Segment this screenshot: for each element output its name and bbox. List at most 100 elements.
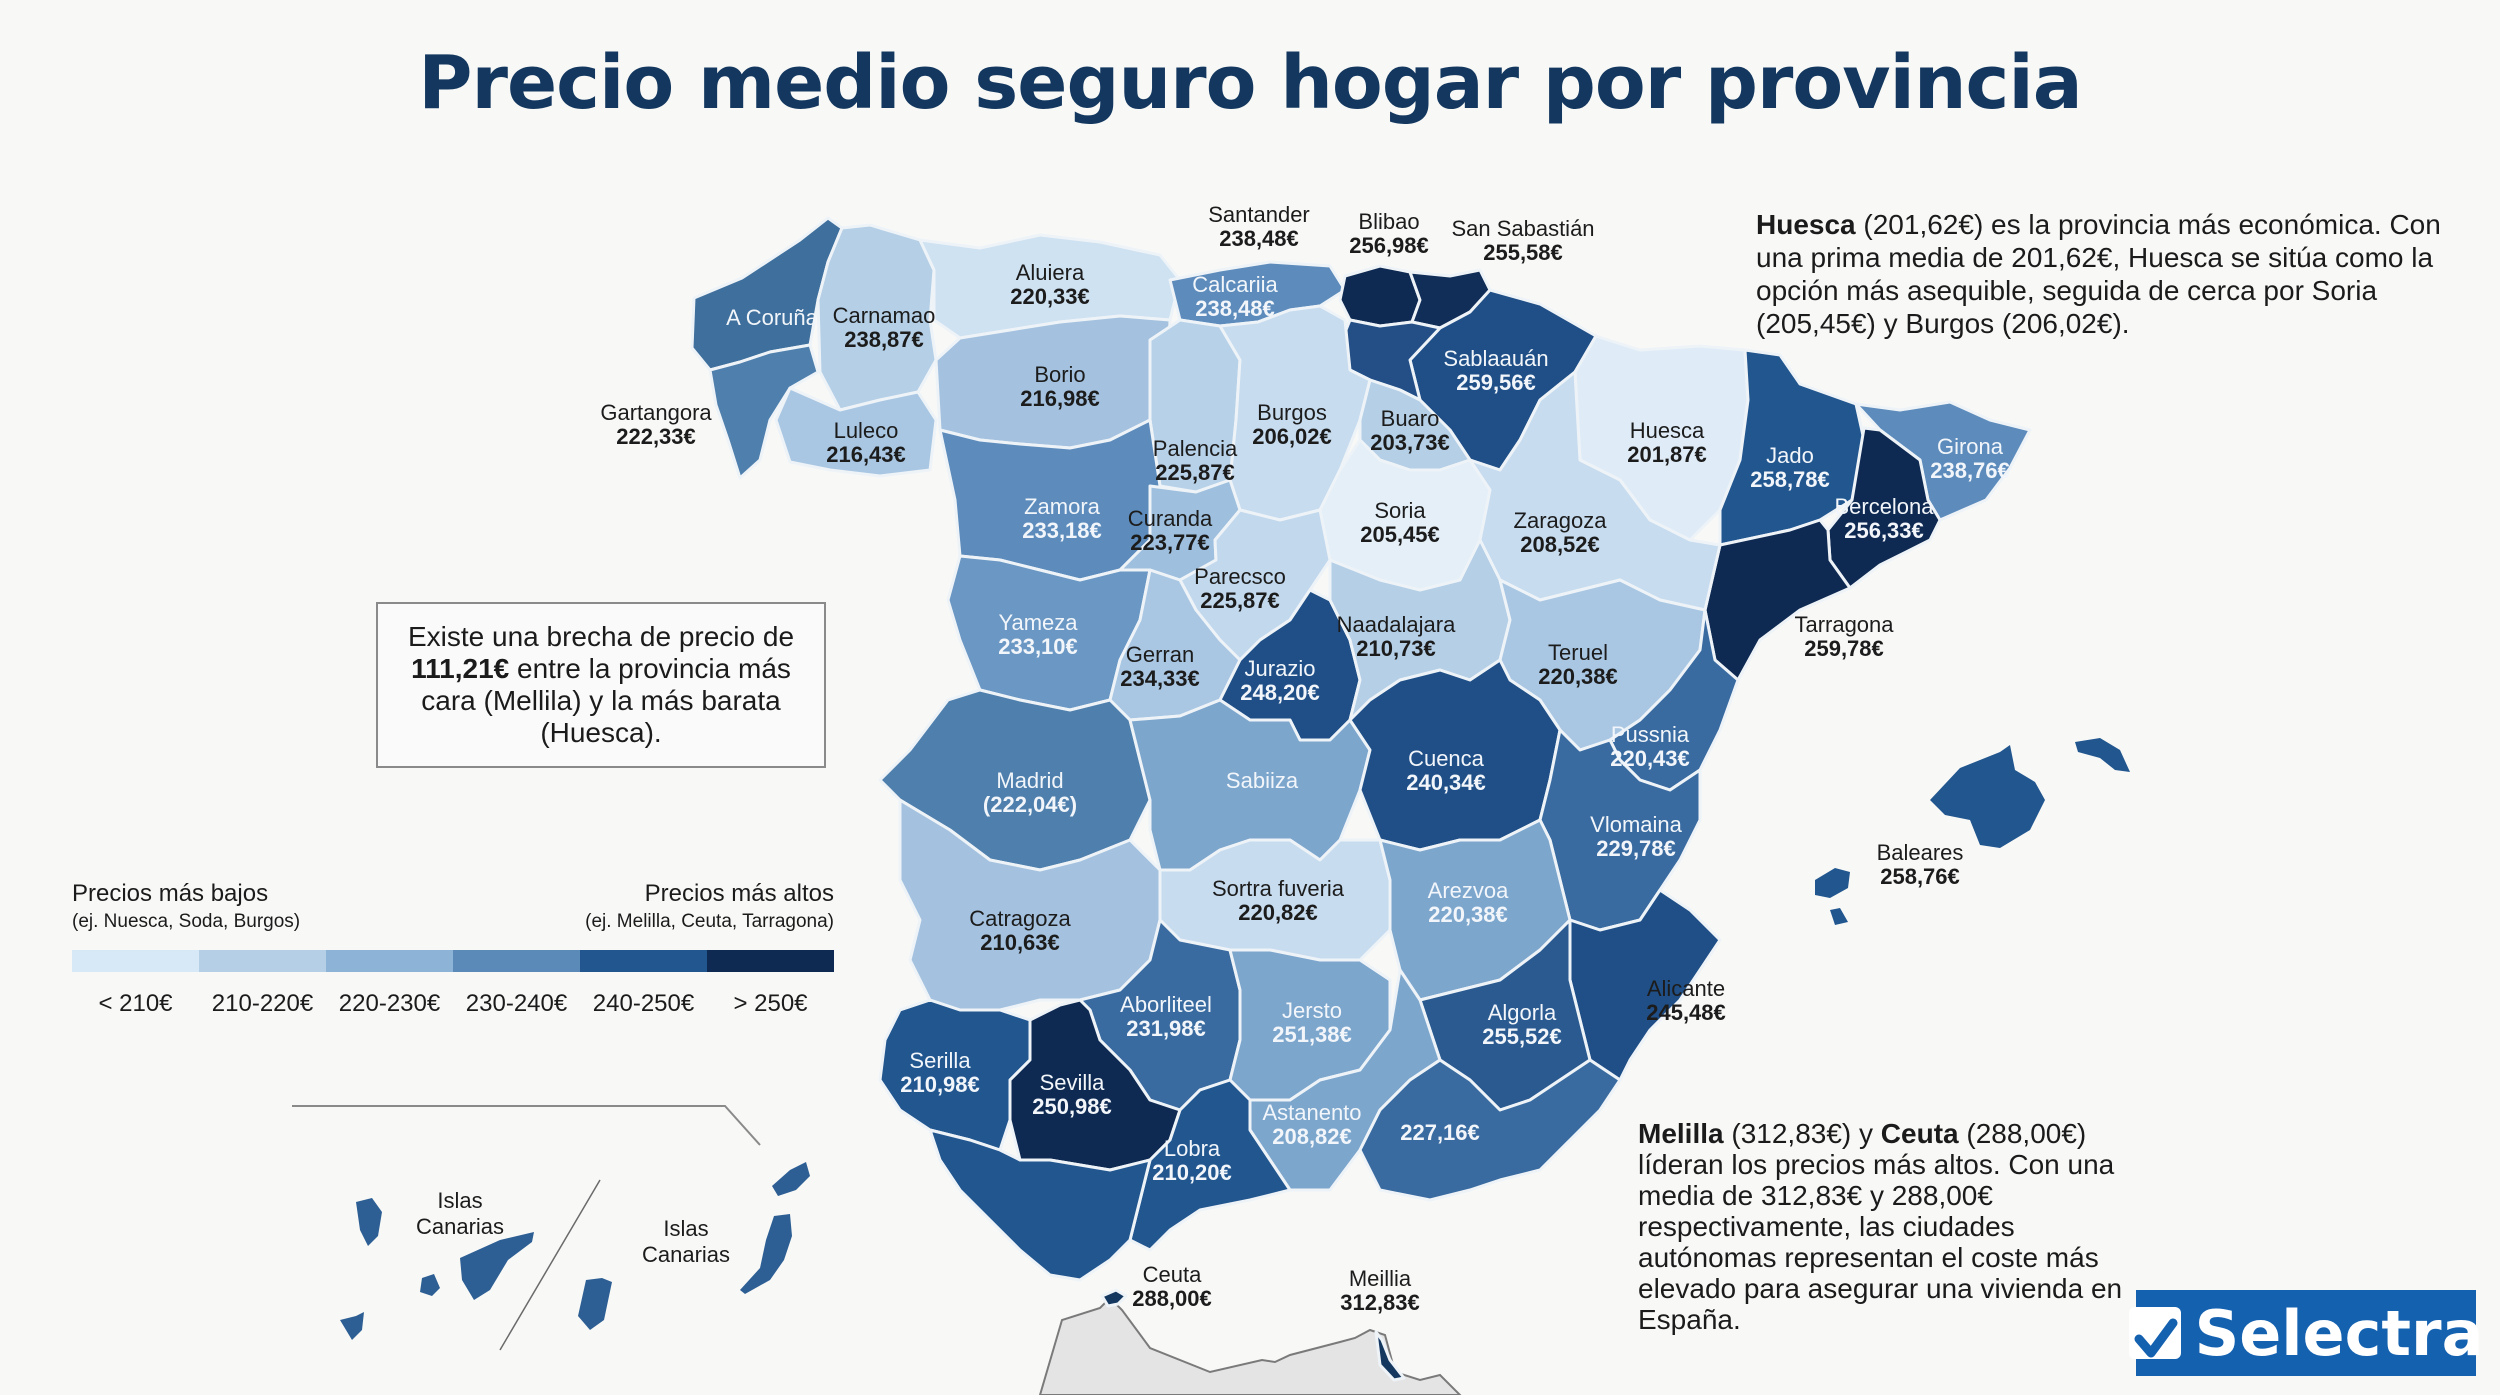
checkmark-icon bbox=[2128, 1307, 2181, 1359]
province-cadiz[interactable] bbox=[928, 1128, 1152, 1282]
legend-high-title: Precios más altos bbox=[644, 880, 834, 907]
province-price: 258,78€ bbox=[1750, 467, 1830, 492]
province-name: Catragoza bbox=[969, 906, 1071, 931]
province-price: 312,83€ bbox=[1340, 1290, 1420, 1315]
province-name: Madrid bbox=[996, 768, 1063, 793]
province-name: Sortra fuveria bbox=[1212, 876, 1345, 901]
cheapest-province-note: Huesca (201,62€) es la provincia más eco… bbox=[1756, 208, 2456, 340]
province-luleco[interactable] bbox=[774, 386, 938, 478]
selectra-logo[interactable]: Selectra bbox=[2128, 1290, 2483, 1376]
canarias-inset-border bbox=[292, 1105, 761, 1146]
province-unnamed-227[interactable] bbox=[1358, 1058, 1622, 1202]
legend-swatch-5 bbox=[580, 950, 707, 972]
province-price: 210,63€ bbox=[980, 930, 1060, 955]
province-name: Girona bbox=[1937, 434, 2004, 459]
province-price: 223,77€ bbox=[1130, 530, 1210, 555]
ceuta-region[interactable] bbox=[1100, 1288, 1128, 1308]
province-name: Pussnia bbox=[1611, 722, 1690, 747]
legend-swatch-6 bbox=[707, 950, 834, 972]
island-menorca[interactable] bbox=[2075, 738, 2130, 772]
province-lobra[interactable] bbox=[1128, 1078, 1292, 1252]
highest-price-note: Melilla (312,83€) y Ceuta (288,00€) líde… bbox=[1638, 1118, 2158, 1335]
island-ibiza[interactable] bbox=[1815, 868, 1850, 898]
province-price: 227,16€ bbox=[1400, 1120, 1480, 1145]
province-price: 256,98€ bbox=[1349, 233, 1429, 258]
province-name: Aborliteel bbox=[1120, 992, 1212, 1017]
province-price: 258,76€ bbox=[1880, 864, 1960, 889]
island-gran-canaria[interactable] bbox=[578, 1278, 612, 1330]
island-la-palma[interactable] bbox=[356, 1198, 382, 1246]
province-name: Jurazio bbox=[1245, 656, 1316, 681]
island-tenerife[interactable] bbox=[460, 1232, 534, 1300]
province-gartangora[interactable] bbox=[708, 343, 820, 480]
island-mallorca[interactable] bbox=[1930, 745, 2045, 848]
province-price: 240,34€ bbox=[1406, 770, 1486, 795]
legend-tick: > 250€ bbox=[733, 990, 808, 1017]
province-name: Santander bbox=[1208, 202, 1310, 227]
canarias-label-1: Islas Canarias bbox=[416, 1188, 504, 1239]
province-name: Gerran bbox=[1126, 642, 1194, 667]
province-name: Gartangora bbox=[600, 400, 712, 425]
province-name: Sablaauán bbox=[1443, 346, 1548, 371]
province-price: 216,43€ bbox=[826, 442, 906, 467]
province-name: Tarragona bbox=[1794, 612, 1894, 637]
island-lanzarote[interactable] bbox=[772, 1162, 810, 1196]
note-melilla: Melilla bbox=[1638, 1118, 1724, 1149]
province-price: 220,38€ bbox=[1538, 664, 1618, 689]
province-price: 234,33€ bbox=[1120, 666, 1200, 691]
province-price: 255,52€ bbox=[1482, 1024, 1562, 1049]
province-name: Zamora bbox=[1024, 494, 1101, 519]
province-price: 259,56€ bbox=[1456, 370, 1536, 395]
island-formentera[interactable] bbox=[1830, 908, 1848, 925]
legend-low-title: Precios más bajos bbox=[72, 880, 269, 907]
island-el-hierro[interactable] bbox=[340, 1312, 364, 1340]
province-price: 238,87€ bbox=[844, 327, 924, 352]
melilla-region[interactable] bbox=[1374, 1330, 1406, 1382]
province-name: Zaragoza bbox=[1514, 508, 1608, 533]
canarias-label-2: Islas Canarias bbox=[642, 1216, 730, 1267]
province-name: Calcariia bbox=[1192, 272, 1278, 297]
color-legend: Precios más bajos (ej. Nuesca, Soda, Bur… bbox=[72, 880, 834, 1018]
province-price: 220,38€ bbox=[1428, 902, 1508, 927]
province-price: 225,87€ bbox=[1155, 460, 1235, 485]
province-price: (222,04€) bbox=[983, 792, 1077, 817]
province-name: Teruel bbox=[1548, 640, 1608, 665]
province-burgos[interactable] bbox=[1218, 304, 1372, 522]
island-fuerteventura[interactable] bbox=[740, 1214, 792, 1294]
province-bercelona[interactable] bbox=[1826, 426, 1942, 590]
province-blibao[interactable] bbox=[1338, 264, 1422, 328]
province-price: 238,76€ bbox=[1930, 458, 2010, 483]
legend-tick: 210-220€ bbox=[211, 990, 314, 1017]
legend-low-sub: (ej. Nuesca, Soda, Burgos) bbox=[72, 911, 301, 932]
province-name: Sabiiza bbox=[1226, 768, 1299, 793]
province-name: Borio bbox=[1034, 362, 1085, 387]
province-name: A Coruña bbox=[726, 305, 818, 330]
map-label-madrid: Madrid(222,04€) bbox=[983, 768, 1077, 817]
island-la-gomera[interactable] bbox=[420, 1274, 440, 1296]
